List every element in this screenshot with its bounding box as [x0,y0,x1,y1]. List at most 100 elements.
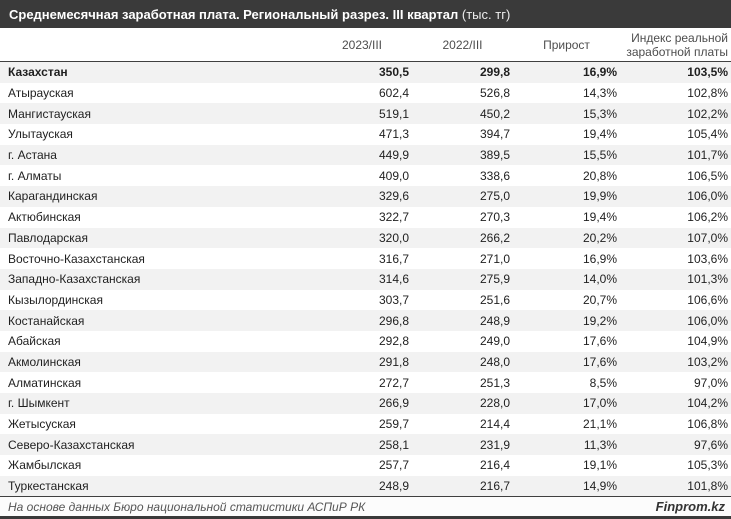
table-row: Мангистауская 519,1 450,2 15,3% 102,2% [0,103,731,125]
wage-2023-cell: 303,7 [378,292,409,307]
region-cell: Восточно-Казахстанская [8,251,145,266]
real-wage-index-cell: 106,0% [687,189,728,204]
region-cell: Абайская [8,334,61,349]
table-row: Северо-Казахстанская 258,1 231,9 11,3% 9… [0,434,731,456]
column-header-2022: 2022/III [442,37,483,52]
brand-logo: Finprom.kz [655,499,725,515]
real-wage-index-cell: 103,2% [687,354,728,369]
growth-cell: 19,9% [582,189,617,204]
real-wage-index-cell: 103,5% [687,65,728,80]
wage-2022-cell: 249,0 [479,334,510,349]
real-wage-index-cell: 106,5% [687,168,728,183]
wage-2023-cell: 314,6 [378,272,409,287]
wage-2022-cell: 275,0 [479,189,510,204]
real-wage-index-cell: 101,3% [687,272,728,287]
growth-cell: 14,9% [582,479,617,494]
table-row: г. Астана 449,9 389,5 15,5% 101,7% [0,144,731,166]
growth-cell: 19,1% [582,458,617,473]
table-row: Жамбылская 257,7 216,4 19,1% 105,3% [0,455,731,476]
table-row: Актюбинская 322,7 270,3 19,4% 106,2% [0,207,731,228]
region-cell: Акмолинская [8,354,81,369]
region-cell: Западно-Казахстанская [8,272,141,287]
wage-2022-cell: 248,9 [479,313,510,328]
table-row: Улытауская 471,3 394,7 19,4% 105,4% [0,124,731,145]
growth-cell: 15,3% [582,106,617,121]
bottom-accent-bar [0,516,731,519]
wage-2022-cell: 251,3 [479,375,510,390]
column-header-region [0,28,312,62]
region-cell: Северо-Казахстанская [8,437,135,452]
region-cell: Костанайская [8,313,85,328]
table-row: Жетысуская 259,7 214,4 21,1% 106,8% [0,414,731,435]
column-header-real-wage-index: Индекс реальной заработной платы [626,30,728,59]
wage-2022-cell: 299,8 [479,65,510,80]
table-row: Карагандинская 329,6 275,0 19,9% 106,0% [0,186,731,207]
real-wage-index-cell: 106,8% [687,417,728,432]
region-cell: Павлодарская [8,230,88,245]
region-cell: Улытауская [8,127,73,142]
source-note: На основе данных Бюро национальной стати… [8,499,366,514]
growth-cell: 16,9% [582,65,617,80]
growth-cell: 20,2% [582,230,617,245]
wage-2022-cell: 394,7 [479,127,510,142]
real-wage-index-cell: 101,7% [687,148,728,163]
growth-cell: 20,8% [582,168,617,183]
table-body: Казахстан 350,5 299,8 16,9% 103,5% Атыра… [0,61,731,497]
footer: На основе данных Бюро национальной стати… [0,496,731,516]
region-cell: г. Астана [8,148,57,163]
real-wage-index-cell: 107,0% [687,230,728,245]
table-row: г. Алматы 409,0 338,6 20,8% 106,5% [0,165,731,186]
growth-cell: 16,9% [582,251,617,266]
region-cell: Актюбинская [8,210,81,225]
region-cell: Жамбылская [8,458,82,473]
growth-cell: 14,3% [582,86,617,101]
region-cell: Казахстан [8,65,68,80]
region-cell: Карагандинская [8,189,98,204]
region-cell: Жетысуская [8,417,76,432]
growth-cell: 19,2% [582,313,617,328]
wage-2022-cell: 216,7 [479,479,510,494]
wage-2023-cell: 350,5 [378,65,409,80]
wage-2022-cell: 450,2 [479,106,510,121]
wage-2023-cell: 259,7 [378,417,409,432]
wage-2023-cell: 329,6 [378,189,409,204]
real-wage-index-cell: 97,0% [693,375,728,390]
real-wage-index-cell: 102,8% [687,86,728,101]
real-wage-index-cell: 104,9% [687,334,728,349]
region-cell: Кызылординская [8,292,103,307]
table-row: Восточно-Казахстанская 316,7 271,0 16,9%… [0,248,731,269]
real-wage-index-cell: 102,2% [687,106,728,121]
wage-2022-cell: 231,9 [479,437,510,452]
wage-2023-cell: 519,1 [378,106,409,121]
growth-cell: 21,1% [582,417,617,432]
wage-2022-cell: 216,4 [479,458,510,473]
title-bar: Среднемесячная заработная плата. Региона… [0,0,731,28]
wage-table: 2023/III 2022/III Прирост Индекс реально… [0,28,731,497]
growth-cell: 15,5% [582,148,617,163]
wage-2022-cell: 271,0 [479,251,510,266]
title-unit: (тыс. тг) [458,6,511,22]
table-row: Абайская 292,8 249,0 17,6% 104,9% [0,331,731,352]
table-row: Акмолинская 291,8 248,0 17,6% 103,2% [0,351,731,373]
table-row: Павлодарская 320,0 266,2 20,2% 107,0% [0,227,731,249]
region-cell: Атырауская [8,86,74,101]
wage-2022-cell: 275,9 [479,272,510,287]
growth-cell: 19,4% [582,210,617,225]
wage-2023-cell: 409,0 [378,168,409,183]
wage-2023-cell: 322,7 [378,210,409,225]
growth-cell: 8,5% [589,375,617,390]
growth-cell: 17,6% [582,334,617,349]
table-row: Костанайская 296,8 248,9 19,2% 106,0% [0,310,731,331]
page-title: Среднемесячная заработная плата. Региона… [9,6,459,22]
wage-2022-cell: 266,2 [479,230,510,245]
wage-2023-cell: 471,3 [378,127,409,142]
real-wage-index-cell: 104,2% [687,396,728,411]
growth-cell: 20,7% [582,292,617,307]
wage-2022-cell: 228,0 [479,396,510,411]
table-row: Казахстан 350,5 299,8 16,9% 103,5% [0,61,731,83]
region-cell: г. Шымкент [8,396,70,411]
region-cell: Туркестанская [8,479,89,494]
real-wage-index-cell: 101,8% [687,479,728,494]
column-header-2023: 2023/III [341,37,383,52]
wage-2023-cell: 296,8 [378,313,409,328]
